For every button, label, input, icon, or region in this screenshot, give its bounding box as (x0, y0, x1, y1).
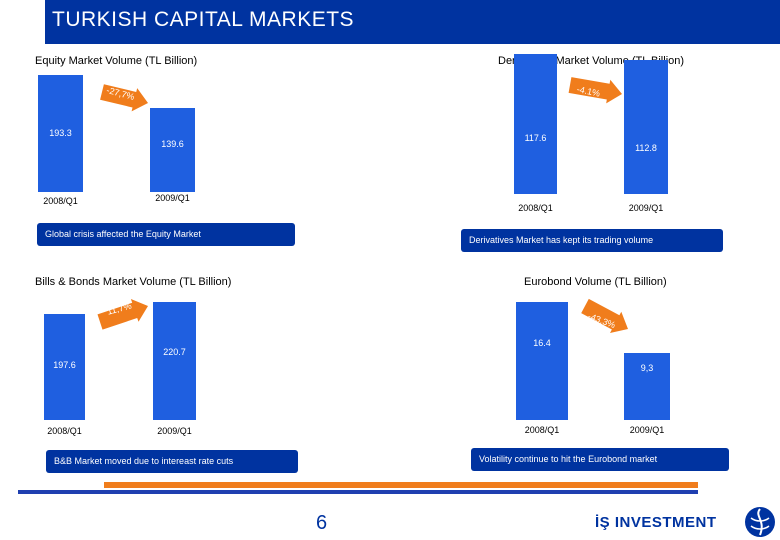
note-box: Volatility continue to hit the Eurobond … (471, 448, 729, 471)
category-label: 2008/Q1 (47, 426, 82, 436)
bar-2008-q1 (514, 54, 557, 194)
bar-2008-q1 (516, 302, 568, 420)
footer-divider-line (18, 490, 698, 494)
bar-2008-q1 (38, 75, 83, 192)
bar-2009-q1 (153, 302, 196, 420)
bar-2009-q1 (624, 59, 668, 194)
company-logo-emblem (745, 507, 775, 537)
bar-value-label: 16.4 (533, 338, 551, 348)
category-label: 2008/Q1 (43, 196, 78, 206)
change-percent-label: -43,3% (586, 311, 617, 331)
bar-value-label: 220.7 (163, 347, 186, 357)
bar-value-label: 112.8 (635, 143, 657, 153)
category-label: 2008/Q1 (518, 203, 553, 213)
change-percent-label: -27,7% (105, 85, 136, 103)
category-label: 2008/Q1 (524, 425, 560, 435)
page-title: TURKISH CAPITAL MARKETS (52, 8, 355, 31)
chart-title: Eurobond Volume (TL Billion) (524, 276, 667, 288)
note-box: Global crisis affected the Equity Market (37, 223, 295, 246)
bar-2009-q1 (624, 353, 670, 420)
bar-2009-q1 (150, 107, 195, 192)
bar-value-label: 193.3 (49, 128, 72, 138)
company-logo-text: İŞ INVESTMENT (595, 514, 717, 531)
note-box: B&B Market moved due to intereast rate c… (46, 450, 298, 473)
bar-2008-q1 (44, 314, 85, 420)
title-bar (45, 0, 780, 44)
chart-title: Bills & Bonds Market Volume (TL Billion) (35, 276, 232, 288)
page-number: 6 (316, 512, 328, 534)
change-percent-label: -4.1% (575, 84, 602, 99)
bar-value-label: 139.6 (161, 139, 184, 149)
chart-title: Equity Market Volume (TL Billion) (35, 55, 198, 67)
category-label: 2009/Q1 (628, 203, 664, 213)
bar-value-label: 117.6 (524, 133, 547, 143)
change-percent-label: 11,7% (106, 300, 133, 317)
note-box: Derivatives Market has kept its trading … (461, 229, 723, 252)
category-label: 2009/Q1 (157, 426, 192, 436)
bar-value-label: 197.6 (53, 360, 76, 370)
footer-accent-line (104, 482, 698, 488)
bar-value-label: 9,3 (640, 363, 654, 373)
category-label: 2009/Q1 (629, 425, 665, 435)
category-label: 2009/Q1 (155, 193, 190, 203)
